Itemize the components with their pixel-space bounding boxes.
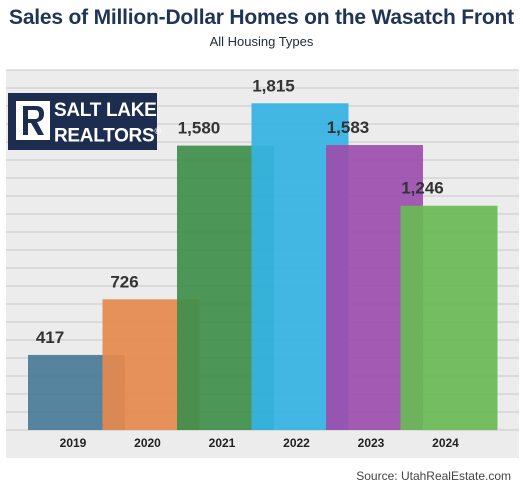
value-labels-group: 417 726 1,580 1,815 1,583 1,246 (36, 76, 444, 347)
source-note: Source: UtahRealEstate.com (356, 469, 511, 483)
x-tick-label-2023: 2023 (358, 436, 385, 450)
chart-subtitle: All Housing Types (209, 34, 314, 49)
x-tick-label-2022: 2022 (283, 436, 310, 450)
realtor-r-icon (16, 101, 50, 140)
bar-2024 (400, 205, 498, 430)
logo-line-1: SALT LAKE (54, 100, 157, 121)
x-tick-label-2020: 2020 (134, 436, 161, 450)
value-label-2022: 1,815 (252, 76, 295, 95)
salt-lake-realtors-logo: SALT LAKE REALTORS® (8, 93, 161, 150)
value-label-2024: 1,246 (401, 179, 444, 198)
value-label-2019: 417 (36, 328, 64, 347)
x-tick-labels-group: 2019 2020 2021 2022 2023 2024 (60, 436, 460, 450)
bars-group (28, 103, 498, 431)
chart-title: Sales of Million-Dollar Homes on the Was… (9, 6, 514, 29)
x-tick-label-2019: 2019 (60, 436, 87, 450)
value-label-2023: 1,583 (327, 118, 370, 137)
value-label-2020: 726 (110, 272, 138, 291)
value-label-2021: 1,580 (178, 119, 221, 138)
x-tick-label-2024: 2024 (432, 436, 459, 450)
x-tick-label-2021: 2021 (209, 436, 236, 450)
logo-line-2: REALTORS® (54, 125, 161, 147)
